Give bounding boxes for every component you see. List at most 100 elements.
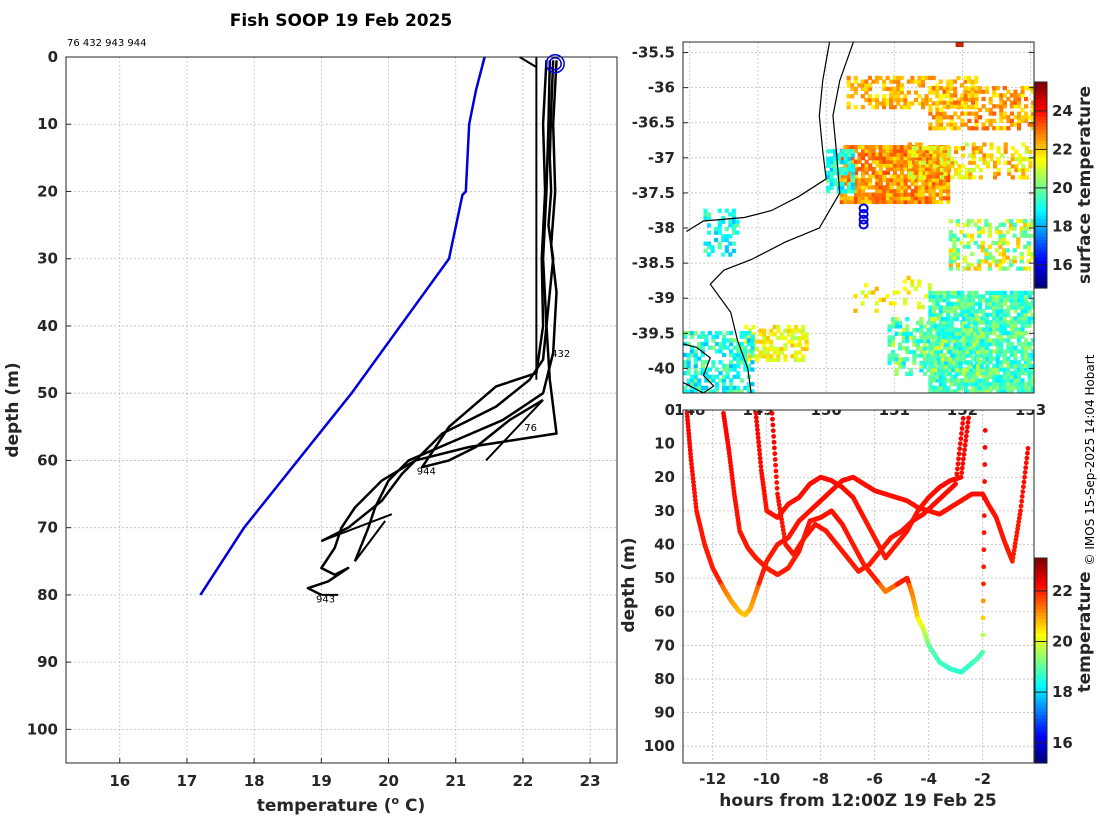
sst-pixel bbox=[920, 97, 926, 102]
sst-pixel bbox=[914, 192, 919, 197]
sst-pixel bbox=[944, 360, 949, 366]
profile-id-label-944: 944 bbox=[417, 467, 436, 478]
sst-pixel bbox=[977, 233, 982, 238]
sst-pixel bbox=[959, 101, 965, 106]
sst-pixel bbox=[977, 301, 983, 306]
sst-pixel bbox=[900, 159, 905, 164]
sst-pixel bbox=[929, 346, 935, 351]
timeseries-point bbox=[774, 480, 780, 485]
sst-pixel bbox=[1016, 389, 1022, 393]
sst-pixel bbox=[977, 309, 983, 314]
sst-pixel bbox=[922, 175, 927, 180]
sst-pixel bbox=[857, 177, 862, 183]
sst-pixel bbox=[953, 149, 959, 154]
sst-pixel bbox=[704, 338, 709, 343]
map-colorbar-tick-label: 20 bbox=[1052, 179, 1073, 197]
sst-pixel bbox=[889, 188, 894, 194]
sst-pixel bbox=[843, 189, 848, 194]
sst-pixel bbox=[721, 345, 727, 350]
sst-pixel bbox=[907, 166, 912, 172]
sst-pixel bbox=[1019, 233, 1024, 238]
sst-pixel bbox=[868, 185, 873, 190]
sst-pixel bbox=[913, 90, 919, 95]
timeseries-colorbar-segment bbox=[1035, 585, 1047, 590]
sst-pixel bbox=[995, 85, 1000, 91]
sst-pixel bbox=[935, 371, 940, 376]
sst-pixel bbox=[750, 352, 755, 358]
sst-pixel bbox=[988, 312, 993, 317]
sst-pixel bbox=[953, 309, 958, 314]
sst-pixel bbox=[693, 363, 698, 369]
sst-pixel bbox=[747, 357, 753, 363]
sst-pixel bbox=[1024, 330, 1029, 336]
sst-pixel bbox=[874, 105, 880, 110]
timeseries-colorbar-segment bbox=[1035, 561, 1047, 566]
sst-pixel bbox=[861, 148, 866, 153]
sst-pixel bbox=[690, 378, 695, 383]
sst-pixel bbox=[965, 346, 970, 351]
timeseries-point bbox=[755, 431, 761, 437]
sst-pixel bbox=[965, 353, 970, 358]
sst-pixel bbox=[1027, 316, 1032, 321]
sst-pixel bbox=[985, 356, 990, 361]
sst-pixel bbox=[985, 319, 990, 325]
sst-pixel bbox=[1017, 156, 1022, 162]
sst-pixel bbox=[913, 97, 919, 102]
sst-pixel bbox=[931, 188, 937, 194]
sst-pixel bbox=[1024, 352, 1029, 358]
sst-pixel bbox=[951, 368, 956, 373]
sst-pixel bbox=[874, 94, 880, 99]
sst-pixel bbox=[793, 324, 799, 330]
sst-pixel bbox=[928, 104, 933, 109]
sst-pixel bbox=[901, 364, 906, 369]
sst-pixel bbox=[931, 181, 937, 186]
sst-pixel bbox=[922, 360, 928, 366]
sst-pixel bbox=[995, 352, 1000, 358]
sst-pixel bbox=[1002, 111, 1007, 116]
sst-pixel bbox=[903, 152, 908, 157]
sst-pixel bbox=[718, 341, 723, 347]
sst-pixel bbox=[924, 156, 929, 161]
sst-pixel bbox=[711, 389, 716, 393]
sst-pixel bbox=[750, 360, 755, 365]
sst-pixel bbox=[935, 115, 940, 120]
map-colorbar-segment bbox=[1035, 243, 1047, 248]
sst-pixel bbox=[995, 290, 1000, 296]
sst-pixel bbox=[1002, 290, 1007, 296]
sst-pixel bbox=[992, 85, 997, 91]
sst-pixel bbox=[939, 167, 944, 173]
sst-pixel bbox=[935, 301, 940, 306]
sst-pixel bbox=[936, 153, 941, 158]
sst-pixel bbox=[896, 148, 901, 153]
sst-pixel bbox=[871, 192, 876, 197]
sst-pixel bbox=[931, 389, 937, 393]
sst-pixel bbox=[987, 229, 992, 235]
sst-pixel bbox=[1006, 363, 1011, 369]
sst-pixel bbox=[906, 90, 911, 95]
sst-pixel bbox=[903, 177, 908, 183]
sst-pixel bbox=[960, 385, 965, 390]
sst-pixel bbox=[944, 317, 949, 322]
sst-pixel bbox=[1001, 233, 1007, 238]
sst-pixel bbox=[946, 167, 952, 173]
sst-pixel bbox=[952, 259, 957, 264]
sst-pixel bbox=[724, 208, 729, 213]
sst-pixel bbox=[850, 159, 855, 164]
sst-pixel bbox=[697, 356, 702, 361]
sst-pixel bbox=[690, 382, 695, 387]
sst-pixel bbox=[938, 122, 944, 127]
sst-pixel bbox=[974, 374, 979, 379]
sst-pixel bbox=[1031, 367, 1034, 372]
sst-pixel bbox=[1013, 122, 1018, 127]
sst-pixel bbox=[977, 382, 983, 387]
sst-pixel bbox=[1016, 118, 1022, 124]
sst-pixel bbox=[977, 107, 983, 113]
sst-pixel bbox=[1003, 142, 1008, 147]
sst-pixel bbox=[717, 226, 722, 232]
sst-pixel bbox=[985, 153, 991, 158]
sst-pixel bbox=[721, 382, 727, 387]
sst-pixel bbox=[926, 357, 931, 362]
sst-pixel bbox=[885, 145, 890, 150]
sst-pixel bbox=[938, 79, 943, 84]
sst-pixel bbox=[1016, 371, 1022, 376]
